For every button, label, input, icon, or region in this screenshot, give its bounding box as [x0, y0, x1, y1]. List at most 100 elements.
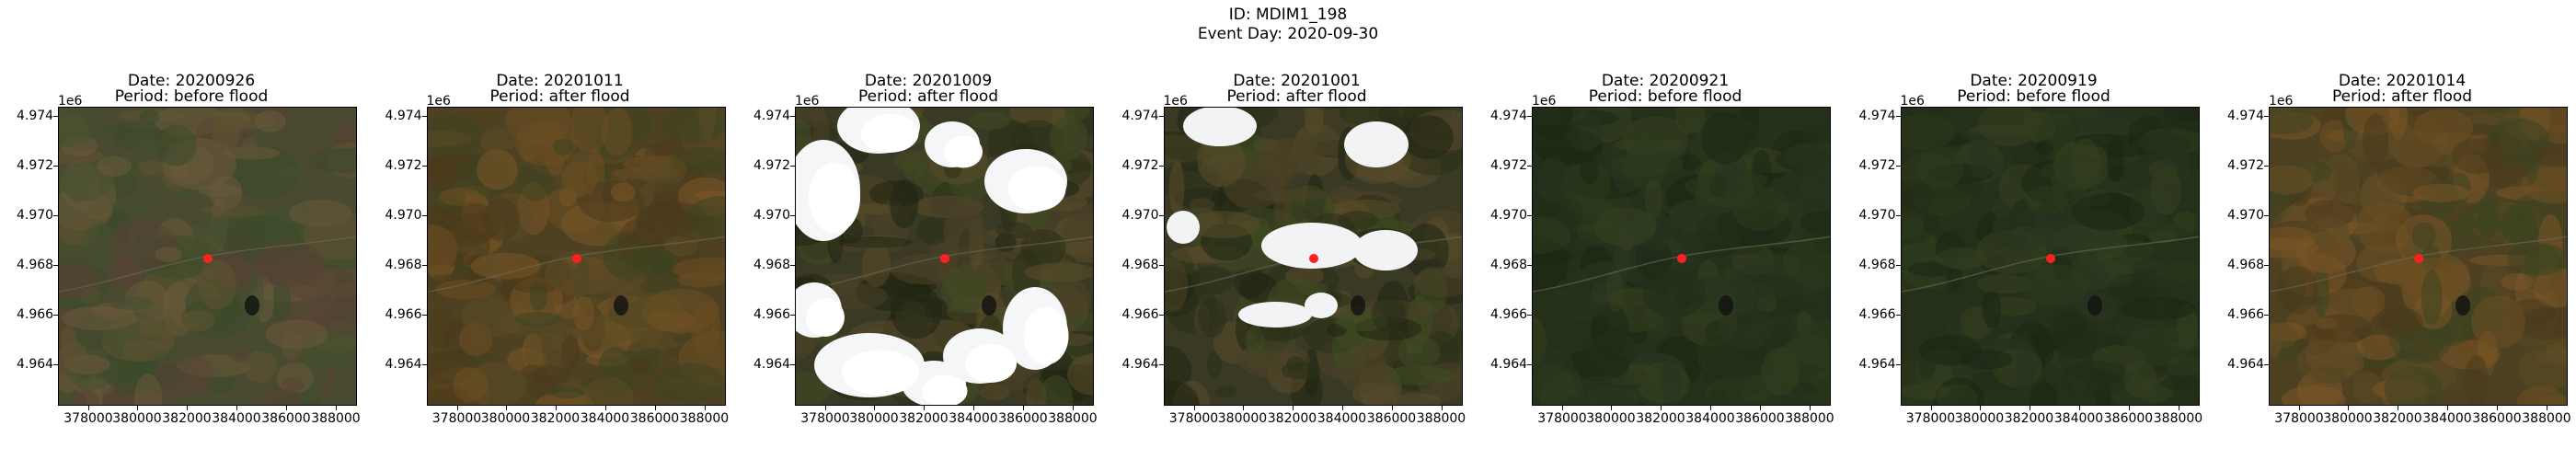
y-tick-label: 4.974: [17, 109, 54, 123]
figure-id: ID: MDIM1_198: [1228, 6, 1348, 24]
y-tick-mark: [1895, 364, 1901, 365]
y-tick-mark: [2264, 315, 2269, 316]
x-tick-mark: [924, 406, 925, 410]
y-exponent-label: 1e6: [58, 94, 83, 109]
y-tick-mark: [1527, 265, 1532, 266]
x-tick-mark: [2447, 406, 2448, 410]
x-tick-label: 386000: [2103, 411, 2154, 426]
event-location-marker: [203, 254, 213, 263]
x-tick-mark: [604, 406, 606, 410]
image-panel: Date: 20200926 Period: before flood 1e6 4.9…: [17, 74, 366, 460]
y-tick-label: 4.966: [1121, 307, 1159, 322]
x-tick-mark: [2128, 406, 2130, 410]
x-tick-mark: [1292, 406, 1294, 410]
y-tick-label: 4.974: [1490, 109, 1528, 123]
x-tick-mark: [286, 406, 287, 410]
y-tick-label: 4.972: [1490, 158, 1528, 173]
y-exponent-label: 1e6: [1532, 94, 1557, 109]
x-tick-mark: [88, 406, 89, 410]
y-tick-label: 4.970: [2227, 208, 2265, 223]
x-tick-mark: [2348, 406, 2349, 410]
panel-period: Period: after flood: [2331, 87, 2473, 106]
x-tick-mark: [2497, 406, 2498, 410]
x-tick-mark: [1661, 406, 1662, 410]
y-tick-mark: [1158, 364, 1164, 365]
event-location-marker: [940, 254, 949, 263]
x-tick-label: 388000: [2522, 411, 2571, 426]
y-tick-label: 4.972: [17, 158, 54, 173]
event-location-marker: [571, 254, 581, 263]
y-tick-mark: [790, 315, 795, 316]
y-tick-label: 4.974: [2227, 109, 2265, 123]
x-tick-mark: [1341, 406, 1343, 410]
y-tick-label: 4.970: [1858, 208, 1896, 223]
image-panel: Date: 20201014 Period: after flood 1e6 4.97…: [2227, 74, 2576, 460]
panel-date: Date: 20201014: [2338, 72, 2467, 90]
y-tick-mark: [1158, 215, 1164, 216]
panel-date: Date: 20201011: [496, 72, 624, 90]
x-tick-label: 378000: [1905, 411, 1956, 426]
y-tick-mark: [1895, 166, 1901, 167]
x-tick-label: 384000: [2053, 411, 2104, 426]
y-tick-mark: [2264, 364, 2269, 365]
panel-date: Date: 20200919: [1970, 72, 2098, 90]
image-panel: Date: 20200919 Period: before flood 1e6 4.9…: [1859, 74, 2209, 460]
figure-event-day: Event Day: 2020-09-30: [1197, 25, 1379, 43]
x-tick-mark: [505, 406, 507, 410]
y-tick-label: 4.974: [385, 109, 422, 123]
satellite-image: [1532, 107, 1831, 406]
x-tick-mark: [1979, 406, 1981, 410]
satellite-image: [795, 107, 1094, 406]
x-tick-mark: [1023, 406, 1024, 410]
event-location-marker: [1308, 254, 1318, 263]
y-tick-mark: [421, 315, 427, 316]
x-tick-label: 388000: [1785, 411, 1834, 426]
y-tick-mark: [53, 315, 58, 316]
x-tick-mark: [1710, 406, 1711, 410]
x-tick-mark: [1391, 406, 1393, 410]
x-tick-mark: [1441, 406, 1443, 410]
x-tick-label: 382000: [1267, 411, 1317, 426]
x-tick-mark: [2299, 406, 2300, 410]
x-tick-mark: [187, 406, 188, 410]
y-tick-mark: [1527, 315, 1532, 316]
x-tick-label: 380000: [849, 411, 899, 426]
panel-period: Period: after flood: [1226, 87, 1367, 106]
x-tick-label: 380000: [2323, 411, 2373, 426]
x-tick-mark: [654, 406, 656, 410]
y-tick-mark: [790, 215, 795, 216]
y-tick-label: 4.968: [17, 258, 54, 272]
y-tick-mark: [1527, 364, 1532, 365]
y-tick-mark: [2264, 215, 2269, 216]
y-tick-mark: [53, 116, 58, 117]
y-tick-label: 4.964: [1858, 357, 1896, 372]
y-tick-mark: [2264, 116, 2269, 117]
x-tick-mark: [825, 406, 826, 410]
y-tick-label: 4.970: [753, 208, 791, 223]
y-tick-label: 4.974: [753, 109, 791, 123]
x-tick-label: 384000: [2422, 411, 2472, 426]
y-tick-label: 4.968: [2227, 258, 2265, 272]
x-tick-mark: [1760, 406, 1761, 410]
panel-title: Date: 20201001 Period: after flood: [1122, 74, 1472, 105]
y-tick-mark: [421, 265, 427, 266]
y-tick-label: 4.966: [1858, 307, 1896, 322]
y-tick-label: 4.970: [1121, 208, 1159, 223]
satellite-image: [1163, 107, 1463, 406]
panel-period: Period: before flood: [1588, 87, 1742, 106]
y-tick-label: 4.964: [1121, 357, 1159, 372]
y-tick-label: 4.964: [753, 357, 791, 372]
x-tick-label: 384000: [580, 411, 630, 426]
satellite-image: [58, 107, 357, 406]
x-tick-mark: [137, 406, 138, 410]
x-tick-mark: [236, 406, 237, 410]
x-tick-label: 384000: [949, 411, 998, 426]
y-tick-mark: [1895, 116, 1901, 117]
y-exponent-label: 1e6: [1163, 94, 1188, 109]
x-tick-label: 386000: [629, 411, 680, 426]
x-tick-label: 386000: [1366, 411, 1417, 426]
panel-period: Period: before flood: [114, 87, 269, 106]
image-panel: Date: 20200921 Period: before flood 1e6 4.9…: [1490, 74, 1840, 460]
panel-date: Date: 20200921: [1601, 72, 1730, 90]
y-tick-mark: [53, 215, 58, 216]
